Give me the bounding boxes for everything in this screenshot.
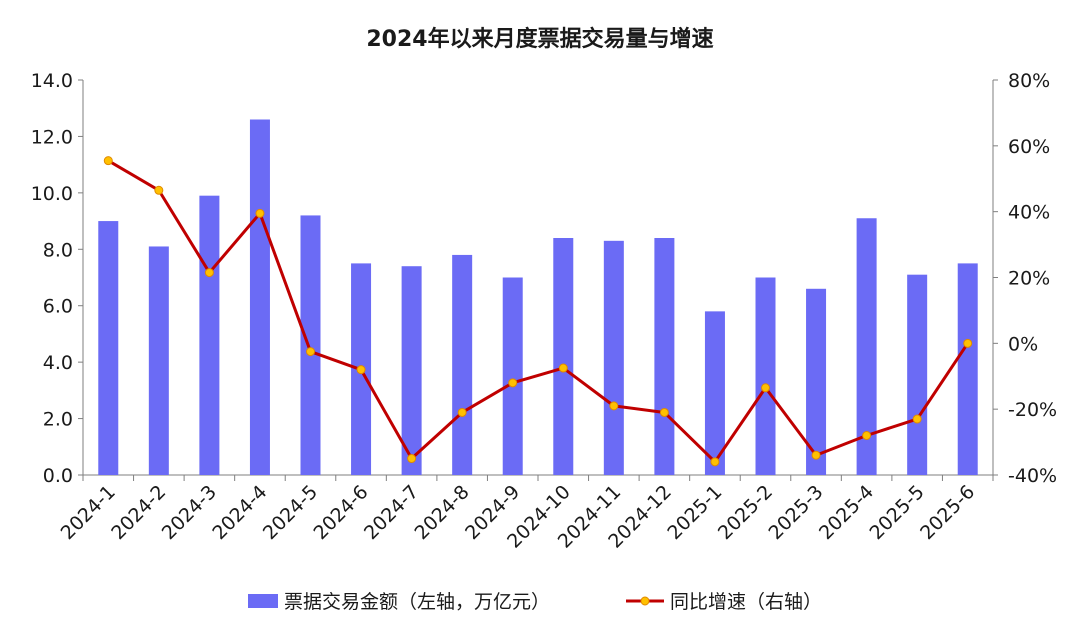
legend-line-marker: [640, 596, 650, 606]
x-tick-label: 2024-8: [411, 481, 474, 544]
right-tick-label: -40%: [1008, 465, 1057, 487]
left-tick-label: 14.0: [31, 70, 73, 92]
bar: [806, 288, 827, 475]
bar: [300, 215, 321, 475]
x-tick-label: 2024-7: [360, 481, 423, 544]
chart-title: 2024年以来月度票据交易量与增速: [366, 26, 713, 52]
growth-point: [103, 156, 113, 166]
left-tick-label: 8.0: [43, 239, 73, 261]
x-tick-label: 2025-3: [764, 481, 827, 544]
left-tick-label: 6.0: [43, 296, 73, 318]
growth-point: [457, 407, 467, 417]
bar: [199, 195, 220, 475]
bar: [755, 277, 776, 475]
bar: [553, 238, 574, 475]
x-tick-label: 2024-4: [208, 481, 271, 544]
growth-point: [154, 185, 164, 195]
legend-line-label: 同比增速（右轴）: [670, 591, 822, 613]
right-tick-label: 0%: [1008, 333, 1038, 355]
left-tick-label: 0.0: [43, 465, 73, 487]
growth-point: [508, 378, 518, 388]
legend-bar-label: 票据交易金额（左轴，万亿元）: [284, 591, 550, 613]
bar: [452, 254, 473, 475]
growth-point: [558, 363, 568, 373]
x-tick-label: 2024-6: [309, 481, 372, 544]
x-tick-label: 2025-6: [916, 481, 979, 544]
bar: [957, 263, 978, 475]
bar: [907, 274, 928, 475]
x-tick-label: 2025-1: [663, 481, 726, 544]
bar: [249, 119, 270, 475]
x-tick-label: 2025-4: [815, 481, 878, 544]
growth-point: [407, 454, 417, 464]
right-tick-label: 20%: [1008, 268, 1050, 290]
growth-line: [107, 159, 969, 464]
bar: [856, 218, 877, 475]
growth-point: [862, 431, 872, 440]
growth-point: [204, 268, 214, 278]
x-tick-label: 2024-3: [158, 481, 221, 544]
bar: [704, 311, 725, 475]
bar: [654, 238, 675, 475]
left-tick-label: 10.0: [31, 183, 73, 205]
growth-point: [356, 365, 366, 375]
bar: [603, 240, 624, 475]
bar: [148, 246, 169, 475]
legend: 票据交易金额（左轴，万亿元） 同比增速（右轴）: [248, 591, 822, 613]
right-tick-label: -20%: [1008, 399, 1057, 421]
x-tick-label: 2024-5: [259, 481, 322, 544]
legend-bar-swatch: [248, 594, 278, 608]
x-tick-label: 2024-1: [57, 481, 120, 544]
left-tick-label: 2.0: [43, 409, 73, 431]
growth-point: [710, 457, 720, 467]
growth-point: [306, 347, 315, 357]
plot-area: 0.0 2.0 4.0 6.0 8.0 10.0 12.0 14.0 -40% -20% 0% 20%…: [31, 70, 1057, 553]
growth-point: [963, 338, 973, 348]
left-tick-label: 12.0: [31, 126, 73, 148]
growth-point: [609, 401, 619, 411]
x-tick-label: 2025-2: [714, 481, 777, 544]
bar: [502, 277, 523, 475]
growth-point: [912, 414, 922, 424]
bar: [98, 221, 119, 475]
growth-point: [811, 450, 821, 460]
growth-point: [659, 407, 669, 417]
left-tick-label: 4.0: [43, 352, 73, 374]
right-tick-label: 40%: [1008, 202, 1050, 224]
growth-point: [761, 383, 770, 393]
x-tick-label: 2025-5: [866, 481, 929, 544]
bar: [401, 266, 422, 475]
growth-point: [255, 208, 265, 218]
right-tick-label: 80%: [1008, 70, 1050, 92]
x-tick-label: 2024-2: [107, 481, 170, 544]
right-tick-label: 60%: [1008, 136, 1050, 158]
